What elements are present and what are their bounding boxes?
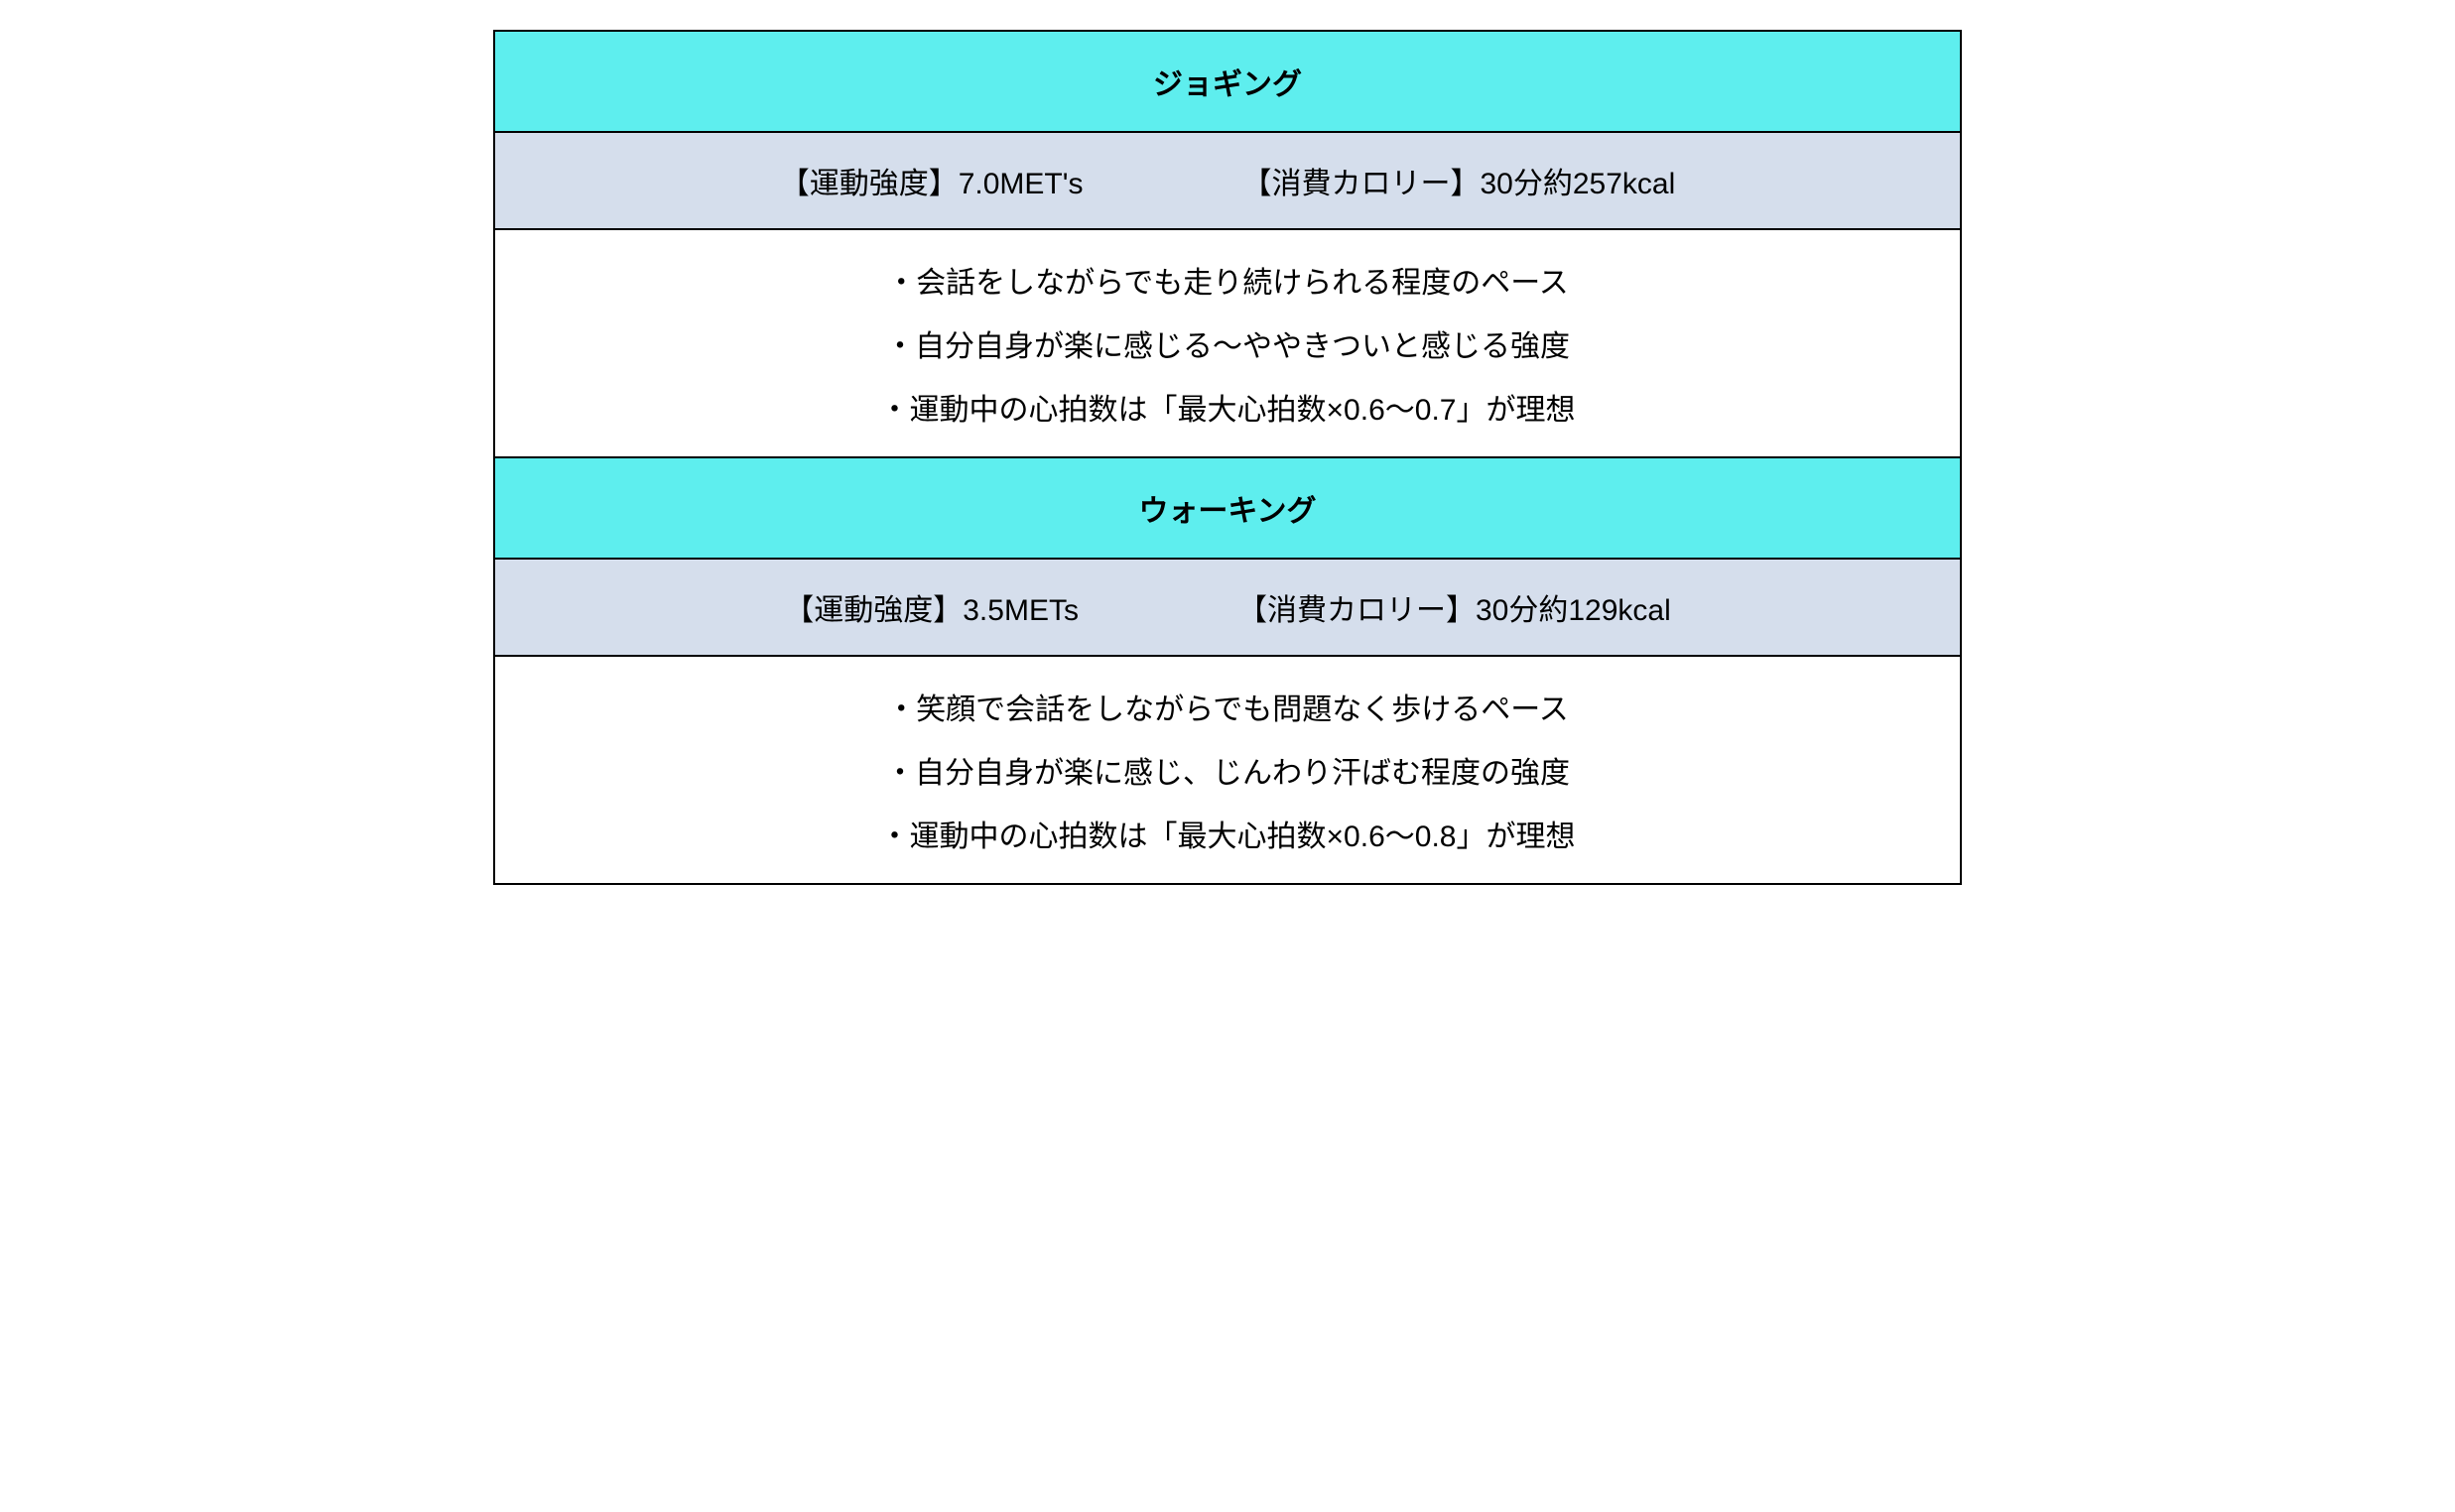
detail-line: ・運動中の心拍数は「最大心拍数×0.6〜0.7」が理想 (880, 385, 1576, 429)
detail-line: ・笑顔で会話をしながらでも問題なく歩けるペース (886, 685, 1569, 728)
calories-metric: 【消費カロリー】30分約257kcal (1241, 159, 1675, 202)
section-details-row: ・笑顔で会話をしながらでも問題なく歩けるペース ・自分自身が楽に感じ、じんわり汗… (495, 657, 1960, 883)
section-details-row: ・会話をしながらでも走り続けられる程度のペース ・自分自身が楽に感じる〜ややきつ… (495, 230, 1960, 458)
section-metrics-row: 【運動強度】3.5METs 【消費カロリー】30分約129kcal (495, 560, 1960, 657)
intensity-metric: 【運動強度】7.0MET's (780, 159, 1084, 202)
section-header-row: ウォーキング (495, 458, 1960, 560)
detail-line: ・運動中の心拍数は「最大心拍数×0.6〜0.8」が理想 (880, 812, 1576, 855)
exercise-comparison-table: ジョギング 【運動強度】7.0MET's 【消費カロリー】30分約257kcal… (493, 30, 1962, 885)
section-title: ウォーキング (1138, 486, 1316, 530)
intensity-metric: 【運動強度】3.5METs (784, 585, 1079, 629)
detail-line: ・会話をしながらでも走り続けられる程度のペース (886, 258, 1569, 302)
section-title: ジョギング (1153, 60, 1302, 103)
section-metrics-row: 【運動強度】7.0MET's 【消費カロリー】30分約257kcal (495, 133, 1960, 230)
section-header-row: ジョギング (495, 32, 1960, 133)
calories-metric: 【消費カロリー】30分約129kcal (1237, 585, 1671, 629)
detail-line: ・自分自身が楽に感じ、じんわり汗ばむ程度の強度 (885, 748, 1570, 792)
detail-line: ・自分自身が楽に感じる〜ややきついと感じる強度 (885, 321, 1570, 365)
